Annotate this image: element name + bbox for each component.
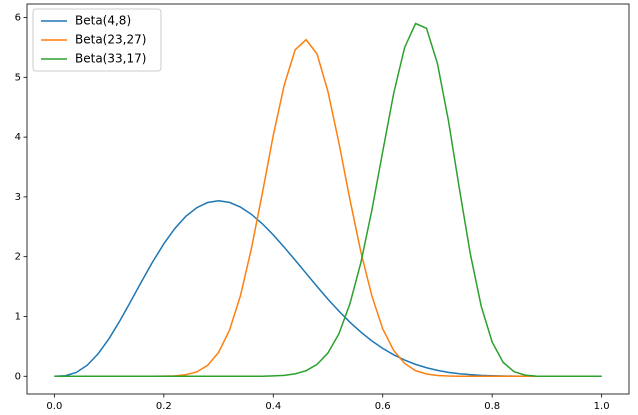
x-tick-label: 0.2: [156, 401, 172, 412]
y-tick-label: 1: [15, 311, 21, 322]
x-tick-label: 0.8: [484, 401, 500, 412]
y-tick-label: 5: [15, 72, 21, 83]
legend-label: Beta(4,8): [75, 14, 131, 28]
x-tick-label: 1.0: [594, 401, 610, 412]
x-tick-label: 0.0: [46, 401, 62, 412]
y-tick-label: 4: [15, 132, 21, 143]
y-tick-label: 3: [15, 192, 21, 203]
x-tick-label: 0.6: [375, 401, 391, 412]
y-tick-label: 0: [15, 371, 21, 382]
plot-area: [26, 3, 630, 395]
legend-label: Beta(33,17): [75, 52, 146, 66]
x-tick-label: 0.4: [265, 401, 281, 412]
y-tick-label: 2: [15, 252, 21, 263]
line-series: [54, 38, 602, 378]
line-series: [54, 200, 602, 378]
line-series: [54, 22, 602, 378]
legend-label: Beta(23,27): [75, 33, 146, 47]
legend-box: [32, 8, 162, 72]
y-tick-label: 6: [15, 13, 21, 24]
legend: Beta(4,8) Beta(23,27) Beta(33,17): [32, 8, 162, 72]
